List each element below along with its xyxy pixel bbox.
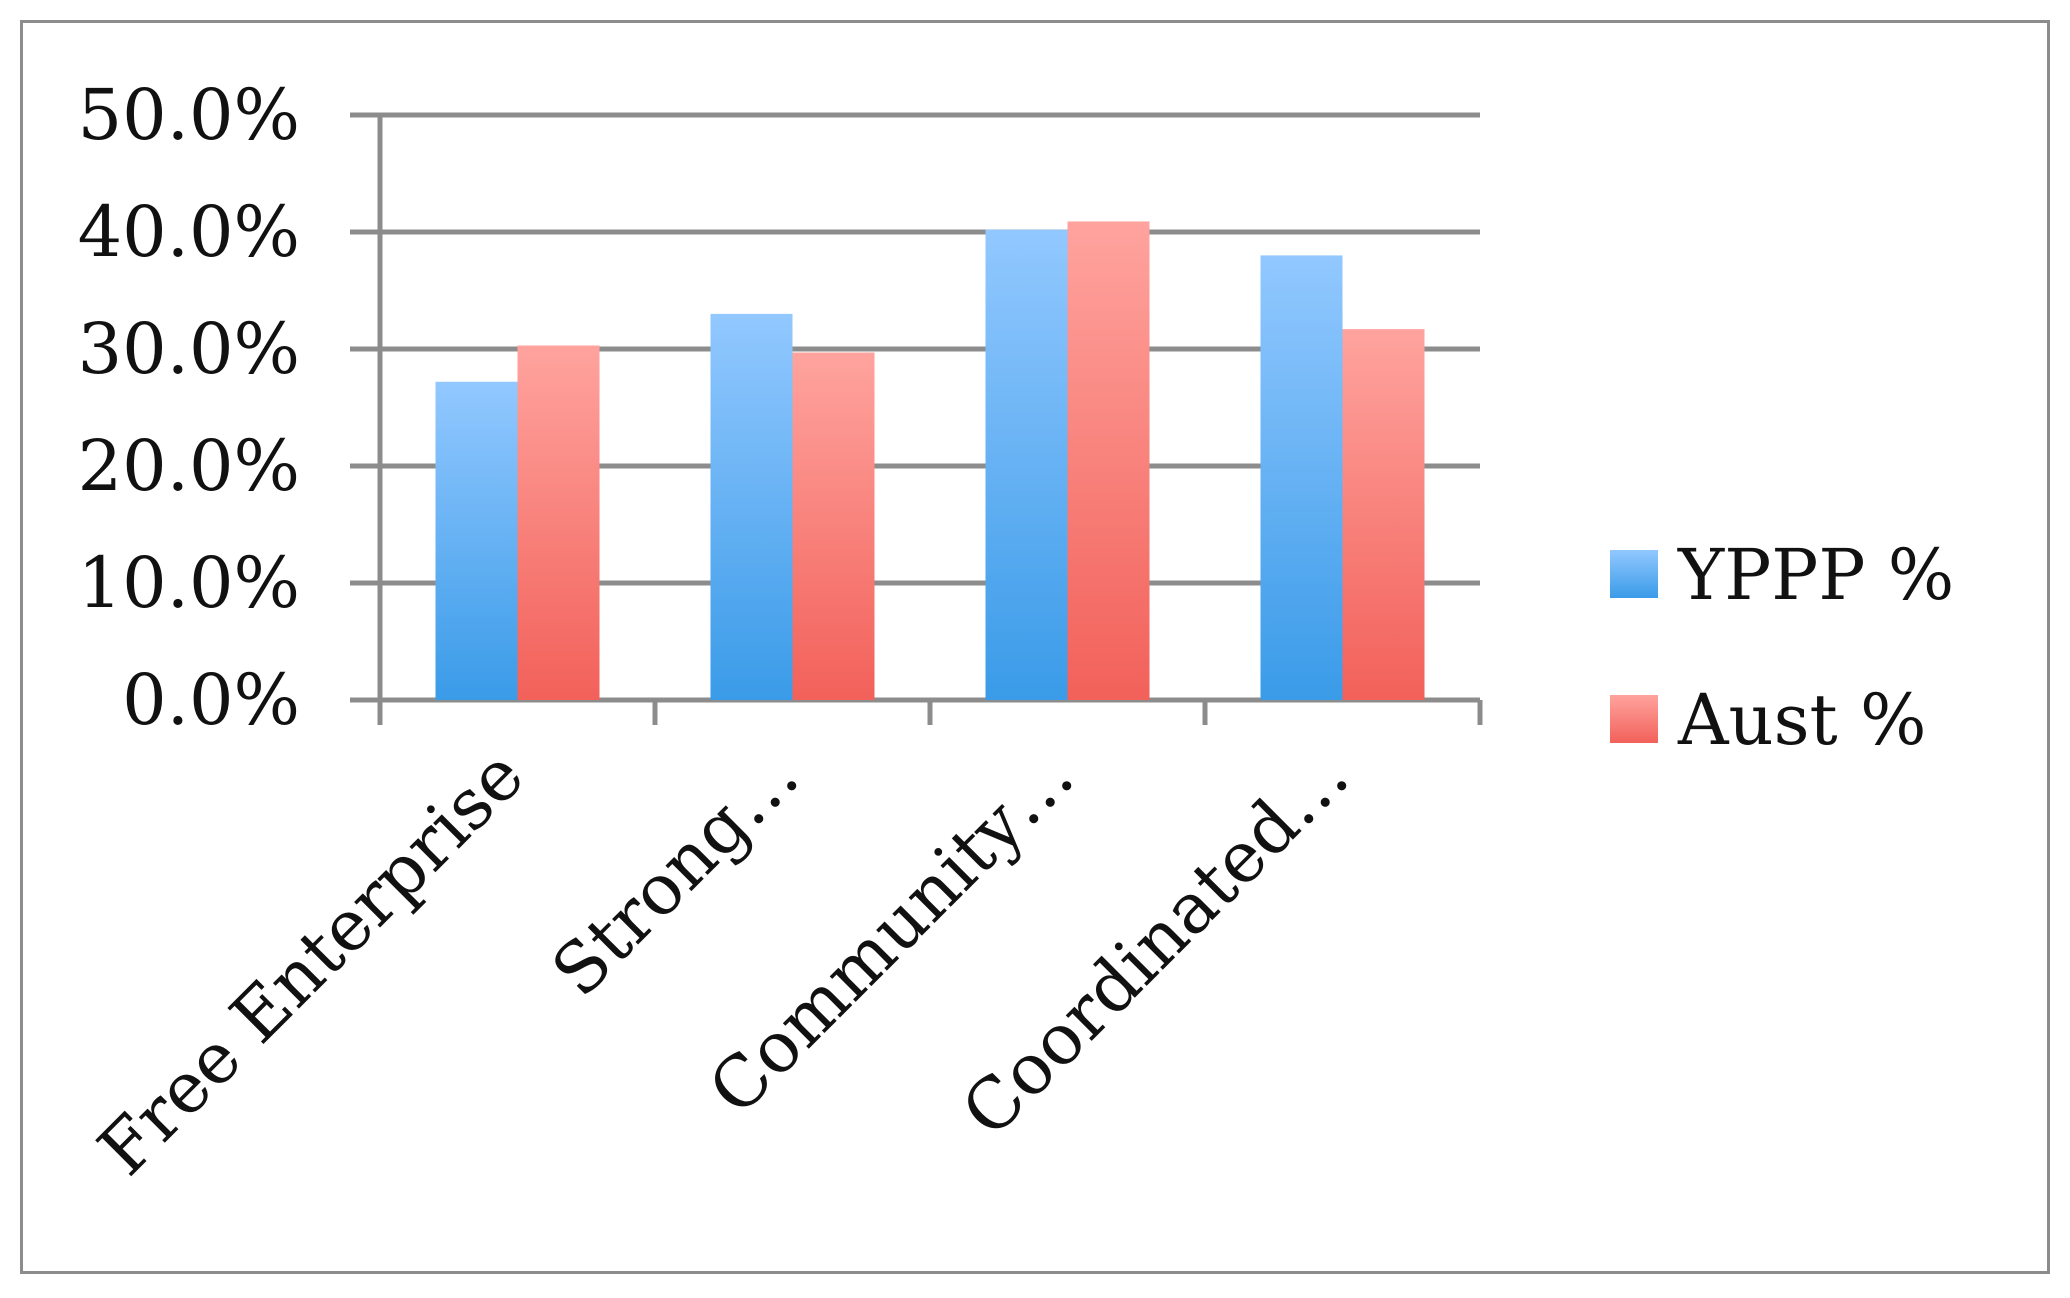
x-tick-label: Strong… [536,734,814,1012]
y-tick-label: 10.0% [78,542,300,624]
axes [377,115,1483,725]
legend-label: YPPP % [1677,534,1954,616]
bar-yppp-2 [710,313,793,700]
y-tick-label: 20.0% [78,425,300,507]
bar-aust-1 [517,345,600,700]
y-axis-tick-labels: 0.0% 10.0% 20.0% 30.0% 40.0% 50.0% [78,74,300,741]
bar-yppp-3 [985,229,1068,700]
y-tick-label: 0.0% [122,659,300,741]
bar-yppp-1 [435,381,518,700]
x-axis-tick-labels: Free EnterpriseStrong…Community…Coordina… [82,734,1364,1191]
y-tick-label: 50.0% [78,74,300,156]
legend: YPPP % Aust % [1610,534,1954,761]
bar-aust-4 [1342,329,1425,700]
bars [435,221,1425,700]
legend-label: Aust % [1677,679,1926,761]
y-tick-label: 30.0% [78,308,300,390]
bar-aust-2 [792,352,875,700]
bar-aust-3 [1067,221,1150,700]
legend-swatch [1610,695,1658,743]
x-tick-label: Free Enterprise [82,734,539,1191]
y-tick-label: 40.0% [78,191,300,273]
bar-yppp-4 [1260,255,1343,700]
legend-swatch [1610,550,1658,598]
